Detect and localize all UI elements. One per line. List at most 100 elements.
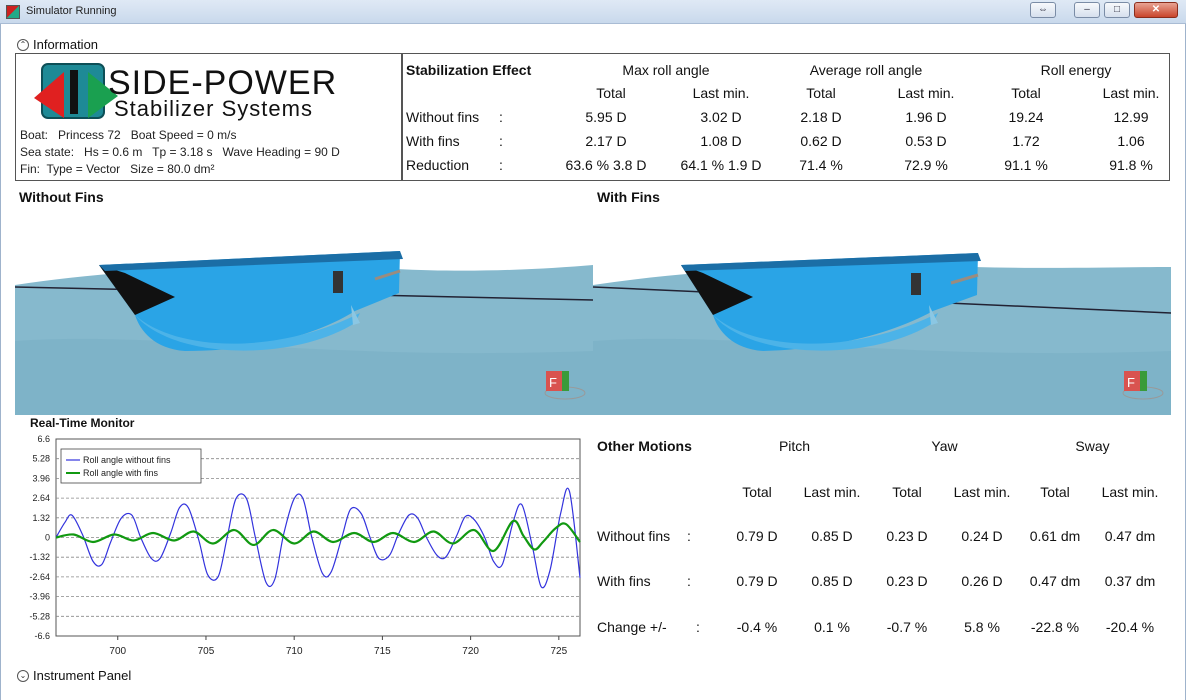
- table-cell: 71.4 %: [799, 157, 843, 173]
- table-cell: 72.9 %: [904, 157, 948, 173]
- monitor-title: Real-Time Monitor: [30, 416, 135, 430]
- x-tick-label: 705: [198, 646, 215, 657]
- table-cell: 0.1 %: [814, 619, 850, 635]
- table-cell: 0.23 D: [886, 528, 928, 544]
- row-separator: :: [499, 109, 503, 125]
- series-line-without-fins: [55, 487, 581, 589]
- table-cell: 0.85 D: [811, 528, 853, 544]
- roll-angle-chart: 6.6 5.28 3.96 2.64 1.32 0 -1.32 -2.64 -3.96 -5.28…: [14, 432, 590, 662]
- maximize-button[interactable]: □: [1104, 2, 1130, 18]
- logo-text-secondary: Stabilizer Systems: [114, 96, 313, 121]
- boat-scene-with-fins: F: [593, 211, 1171, 415]
- boat-scene-without-fins: F: [15, 211, 593, 415]
- logo-mark-icon: [34, 63, 118, 119]
- information-expander[interactable]: ⌃ Information: [17, 37, 98, 52]
- group-header: Max roll angle: [622, 62, 710, 78]
- row-separator: :: [499, 157, 503, 173]
- stabilization-title: Stabilization Effect: [406, 62, 532, 78]
- legend-label: Roll angle without fins: [83, 455, 171, 465]
- instrument-panel-label: Instrument Panel: [33, 668, 132, 683]
- table-cell: 63.6 % 3.8 D: [565, 157, 647, 173]
- column-header: Total: [1040, 484, 1070, 500]
- table-cell: 91.1 %: [1004, 157, 1048, 173]
- group-header: Yaw: [931, 438, 958, 454]
- row-separator: :: [696, 619, 700, 635]
- table-cell: 1.72: [1012, 133, 1040, 149]
- column-header: Total: [806, 85, 836, 101]
- column-header: Total: [596, 85, 626, 101]
- group-header: Average roll angle: [809, 62, 923, 78]
- table-cell: 0.37 dm: [1104, 573, 1156, 589]
- y-tick-label: 1.32: [32, 513, 50, 523]
- table-cell: -22.8 %: [1030, 619, 1080, 635]
- without-fins-title: Without Fins: [19, 189, 104, 205]
- column-header: Total: [742, 484, 772, 500]
- series-line-with-fins: [55, 519, 581, 553]
- table-cell: -20.4 %: [1105, 619, 1155, 635]
- table-cell: 2.17 D: [585, 133, 627, 149]
- row-label: With fins: [406, 133, 460, 149]
- with-fins-title: With Fins: [597, 189, 660, 205]
- boat-info: SIDE-POWER Stabilizer Systems Boat: Prin…: [16, 54, 403, 180]
- y-tick-label: 0: [45, 533, 50, 543]
- column-header: Last min.: [1102, 85, 1160, 101]
- instrument-panel-expander[interactable]: ⌄ Instrument Panel: [17, 668, 131, 683]
- close-button[interactable]: ✕: [1134, 2, 1178, 18]
- view-without-fins[interactable]: F: [15, 211, 593, 415]
- minimize-button[interactable]: –: [1074, 2, 1100, 18]
- view-with-fins[interactable]: F: [593, 211, 1171, 415]
- side-power-logo: SIDE-POWER Stabilizer Systems: [20, 58, 380, 124]
- table-cell: 0.24 D: [961, 528, 1003, 544]
- y-tick-label: 3.96: [32, 473, 50, 483]
- table-cell: 12.99: [1113, 109, 1149, 125]
- row-separator: :: [687, 528, 691, 544]
- table-cell: -0.4 %: [736, 619, 778, 635]
- y-tick-label: -2.64: [29, 572, 50, 582]
- table-cell: 3.02 D: [700, 109, 742, 125]
- restore-button[interactable]: ⇔: [1030, 2, 1056, 18]
- boat-details: Boat: Princess 72 Boat Speed = 0 m/s: [20, 128, 237, 142]
- y-tick-label: -1.32: [29, 552, 50, 562]
- column-header: Last min.: [953, 484, 1011, 500]
- row-label: Without fins: [597, 528, 671, 544]
- fin-controller-icon: F: [1122, 371, 1164, 400]
- column-header: Last min.: [803, 484, 861, 500]
- table-cell: 0.53 D: [905, 133, 947, 149]
- table-cell: 0.85 D: [811, 573, 853, 589]
- x-tick-label: 700: [109, 646, 126, 657]
- other-motions-title: Other Motions: [597, 438, 692, 454]
- column-header: Last min.: [1101, 484, 1159, 500]
- svg-text:F: F: [549, 375, 557, 390]
- group-header: Roll energy: [1040, 62, 1112, 78]
- table-cell: 1.08 D: [700, 133, 742, 149]
- y-tick-label: 2.64: [32, 493, 50, 503]
- table-cell: 0.79 D: [736, 573, 778, 589]
- table-cell: 0.62 D: [800, 133, 842, 149]
- group-header: Sway: [1075, 438, 1110, 454]
- x-tick-label: 720: [462, 646, 479, 657]
- sea-state-details: Sea state: Hs = 0.6 m Tp = 3.18 s Wave H…: [20, 145, 340, 159]
- table-cell: -0.7 %: [886, 619, 928, 635]
- x-tick-label: 710: [286, 646, 303, 657]
- chevron-up-icon: ⌃: [17, 38, 29, 51]
- information-panel: SIDE-POWER Stabilizer Systems Boat: Prin…: [15, 53, 1170, 181]
- chevron-down-icon: ⌄: [17, 669, 29, 682]
- column-header: Last min.: [692, 85, 750, 101]
- row-label: With fins: [597, 573, 651, 589]
- row-label: Without fins: [406, 109, 480, 125]
- table-cell: 0.79 D: [736, 528, 778, 544]
- group-header: Pitch: [778, 438, 811, 454]
- column-header: Total: [1011, 85, 1041, 101]
- other-motions-table: Other Motions Pitch Yaw Sway Total Last …: [597, 435, 1177, 645]
- app-icon: [6, 5, 20, 19]
- fin-details: Fin: Type = Vector Size = 80.0 dm²: [20, 162, 215, 176]
- legend: [60, 448, 202, 484]
- information-label: Information: [33, 37, 99, 52]
- table-cell: 0.61 dm: [1029, 528, 1081, 544]
- table-cell: 19.24: [1008, 109, 1044, 125]
- table-cell: 64.1 % 1.9 D: [680, 157, 762, 173]
- window-title: Simulator Running: [26, 5, 117, 17]
- table-cell: 0.47 dm: [1104, 528, 1156, 544]
- row-separator: :: [499, 133, 503, 149]
- row-label: Reduction: [406, 157, 470, 173]
